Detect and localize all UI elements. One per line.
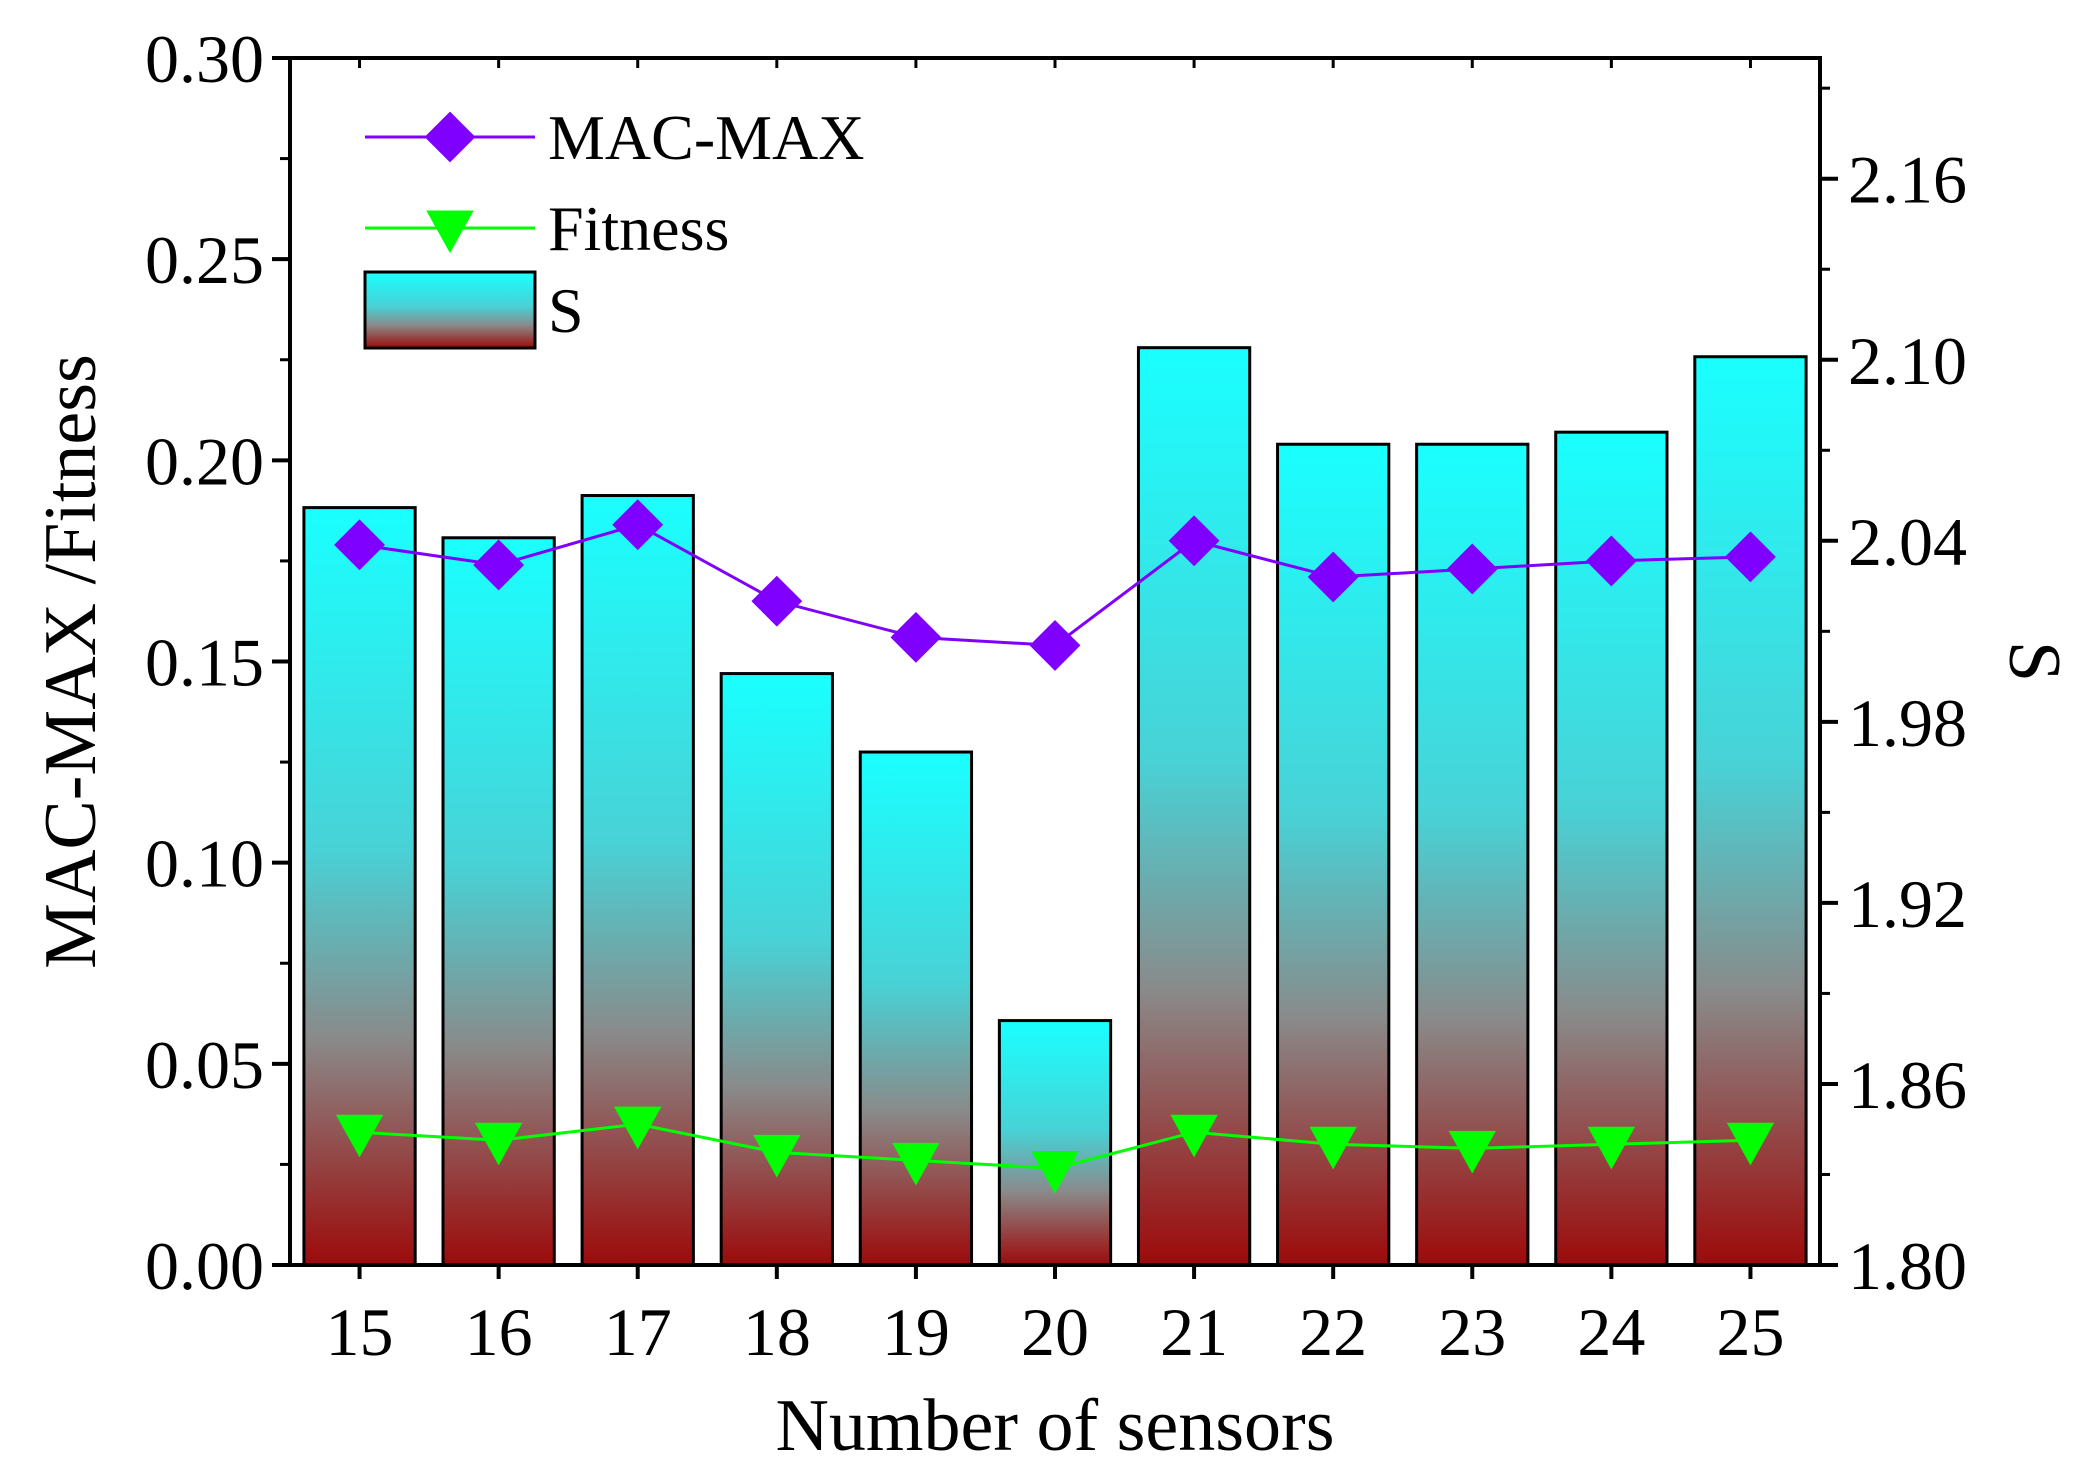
y-left-tick-label: 0.15 bbox=[145, 625, 264, 701]
x-tick-label: 15 bbox=[326, 1294, 394, 1370]
legend-label: S bbox=[548, 275, 584, 346]
y-left-tick-label: 0.10 bbox=[145, 826, 264, 902]
bars-layer bbox=[302, 346, 1808, 1267]
point-mac-max-24 bbox=[1585, 535, 1637, 587]
y-left-tick-label: 0.00 bbox=[145, 1228, 264, 1304]
y-left-tick-label: 0.20 bbox=[145, 423, 264, 499]
y-right-tick-label: 2.04 bbox=[1848, 504, 1967, 580]
point-fitness-22 bbox=[1309, 1126, 1357, 1170]
y-left-tick-label: 0.30 bbox=[145, 21, 264, 97]
point-mac-max-19 bbox=[890, 611, 942, 663]
x-tick-label: 25 bbox=[1716, 1294, 1784, 1370]
y-left-tick-label: 0.05 bbox=[145, 1027, 264, 1103]
bar-s-25 bbox=[1693, 355, 1808, 1267]
point-mac-max-25 bbox=[1725, 531, 1776, 583]
x-tick-label: 23 bbox=[1438, 1294, 1506, 1370]
legend-swatch bbox=[363, 270, 537, 350]
axes-layer: 0.00 0.05 0.10 0.15 0.20 0.25 0.30 1.80 1.86 1.92… bbox=[145, 21, 1967, 1370]
lines-layer bbox=[334, 499, 1776, 1194]
point-fitness-20 bbox=[1031, 1150, 1079, 1194]
y-left-tick-label: 0.25 bbox=[145, 222, 264, 298]
y-axis-title-left: MAC-MAX /Fitness bbox=[30, 354, 112, 969]
y-right-tick-label: 1.86 bbox=[1848, 1047, 1967, 1123]
x-tick-label: 20 bbox=[1021, 1294, 1089, 1370]
point-fitness-19 bbox=[892, 1142, 940, 1186]
y-right-tick-label: 1.92 bbox=[1848, 866, 1967, 942]
bar-s-19 bbox=[858, 750, 974, 1267]
point-fitness-25 bbox=[1726, 1122, 1775, 1166]
legend: MAC-MAX Fitness S bbox=[363, 102, 864, 350]
point-fitness-24 bbox=[1587, 1126, 1636, 1170]
x-tick-label: 19 bbox=[882, 1294, 950, 1370]
y-right-tick-label: 1.80 bbox=[1848, 1228, 1967, 1304]
point-mac-max-22 bbox=[1307, 551, 1359, 603]
bar-s-17 bbox=[580, 494, 695, 1267]
y-right-tick-label: 1.98 bbox=[1848, 685, 1967, 761]
x-tick-label: 18 bbox=[743, 1294, 811, 1370]
bar-s-21 bbox=[1136, 346, 1252, 1267]
legend-marker bbox=[426, 210, 474, 254]
y-right-tick-label: 2.16 bbox=[1848, 142, 1967, 218]
point-fitness-17 bbox=[614, 1106, 662, 1150]
point-mac-max-18 bbox=[751, 575, 803, 627]
x-tick-label: 17 bbox=[604, 1294, 672, 1370]
x-tick-label: 21 bbox=[1160, 1294, 1228, 1370]
point-mac-max-16 bbox=[473, 539, 525, 591]
point-fitness-23 bbox=[1448, 1130, 1496, 1174]
point-mac-max-17 bbox=[612, 499, 664, 551]
x-tick-label: 16 bbox=[465, 1294, 533, 1370]
legend-label: MAC-MAX bbox=[548, 102, 864, 173]
bar-s-18 bbox=[719, 672, 834, 1267]
x-tick-label: 24 bbox=[1577, 1294, 1645, 1370]
x-tick-label: 22 bbox=[1299, 1294, 1367, 1370]
bar-s-20 bbox=[997, 1019, 1113, 1267]
point-mac-max-21 bbox=[1168, 515, 1220, 567]
x-axis-title: Number of sensors bbox=[775, 1385, 1334, 1467]
y-right-tick-label: 2.10 bbox=[1848, 323, 1967, 399]
legend-label: Fitness bbox=[548, 193, 729, 264]
point-fitness-16 bbox=[474, 1122, 523, 1166]
point-mac-max-15 bbox=[334, 519, 385, 571]
point-fitness-21 bbox=[1170, 1114, 1218, 1158]
y-axis-title-right: S bbox=[1993, 641, 2075, 682]
point-fitness-18 bbox=[753, 1134, 801, 1178]
point-mac-max-23 bbox=[1446, 543, 1498, 595]
legend-marker bbox=[424, 111, 476, 163]
point-mac-max-20 bbox=[1029, 619, 1081, 671]
point-fitness-15 bbox=[335, 1114, 384, 1158]
